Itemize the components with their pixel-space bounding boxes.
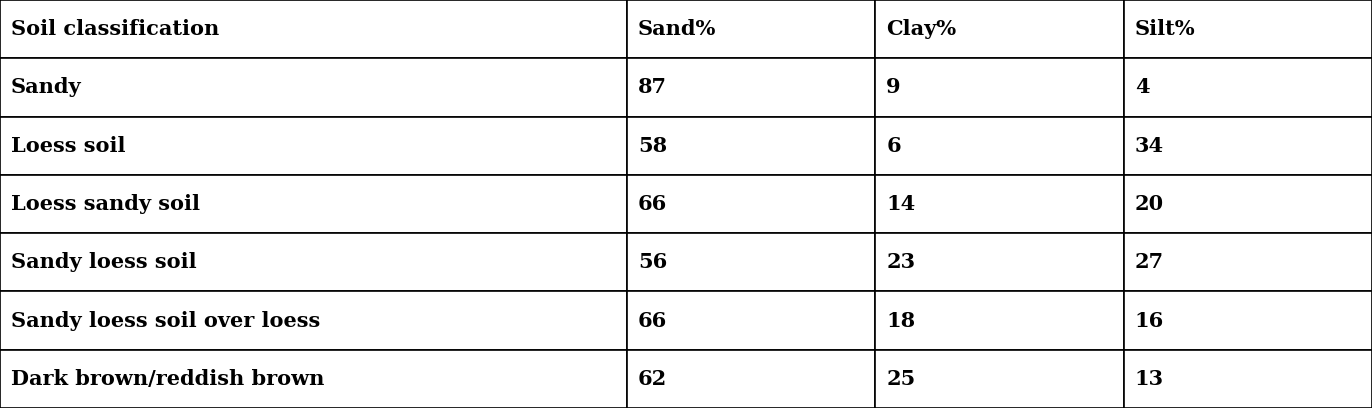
Text: 13: 13 — [1135, 369, 1163, 389]
Bar — [0, 175, 627, 233]
Text: Loess sandy soil: Loess sandy soil — [11, 194, 200, 214]
Text: 62: 62 — [638, 369, 667, 389]
Text: Clay%: Clay% — [886, 19, 956, 39]
Bar — [0, 233, 627, 291]
Bar — [1124, 117, 1372, 175]
Bar — [875, 350, 1124, 408]
Bar — [1124, 175, 1372, 233]
Text: 87: 87 — [638, 78, 667, 98]
Bar — [1124, 58, 1372, 117]
Bar — [627, 0, 875, 58]
Text: 66: 66 — [638, 194, 667, 214]
Bar — [627, 117, 875, 175]
Text: 58: 58 — [638, 136, 667, 156]
Bar — [627, 350, 875, 408]
Bar — [1124, 350, 1372, 408]
Text: Sandy loess soil over loess: Sandy loess soil over loess — [11, 310, 320, 330]
Text: 27: 27 — [1135, 252, 1163, 272]
Text: 4: 4 — [1135, 78, 1150, 98]
Text: 20: 20 — [1135, 194, 1163, 214]
Bar — [875, 233, 1124, 291]
Text: Silt%: Silt% — [1135, 19, 1195, 39]
Bar — [627, 58, 875, 117]
Bar — [1124, 233, 1372, 291]
Text: 9: 9 — [886, 78, 901, 98]
Bar — [1124, 0, 1372, 58]
Bar — [875, 0, 1124, 58]
Text: 56: 56 — [638, 252, 667, 272]
Text: Loess soil: Loess soil — [11, 136, 125, 156]
Bar — [1124, 291, 1372, 350]
Text: 18: 18 — [886, 310, 915, 330]
Bar — [0, 350, 627, 408]
Text: Soil classification: Soil classification — [11, 19, 220, 39]
Text: 6: 6 — [886, 136, 901, 156]
Text: 25: 25 — [886, 369, 915, 389]
Bar — [875, 58, 1124, 117]
Bar — [0, 58, 627, 117]
Text: Dark brown/reddish brown: Dark brown/reddish brown — [11, 369, 324, 389]
Bar — [875, 175, 1124, 233]
Bar — [0, 0, 627, 58]
Text: 66: 66 — [638, 310, 667, 330]
Bar — [627, 233, 875, 291]
Bar — [0, 291, 627, 350]
Text: Sandy loess soil: Sandy loess soil — [11, 252, 196, 272]
Bar — [875, 291, 1124, 350]
Text: Sand%: Sand% — [638, 19, 716, 39]
Bar — [0, 117, 627, 175]
Text: Sandy: Sandy — [11, 78, 81, 98]
Text: 14: 14 — [886, 194, 915, 214]
Text: 34: 34 — [1135, 136, 1163, 156]
Text: 23: 23 — [886, 252, 915, 272]
Bar — [627, 291, 875, 350]
Bar — [875, 117, 1124, 175]
Bar — [627, 175, 875, 233]
Text: 16: 16 — [1135, 310, 1163, 330]
